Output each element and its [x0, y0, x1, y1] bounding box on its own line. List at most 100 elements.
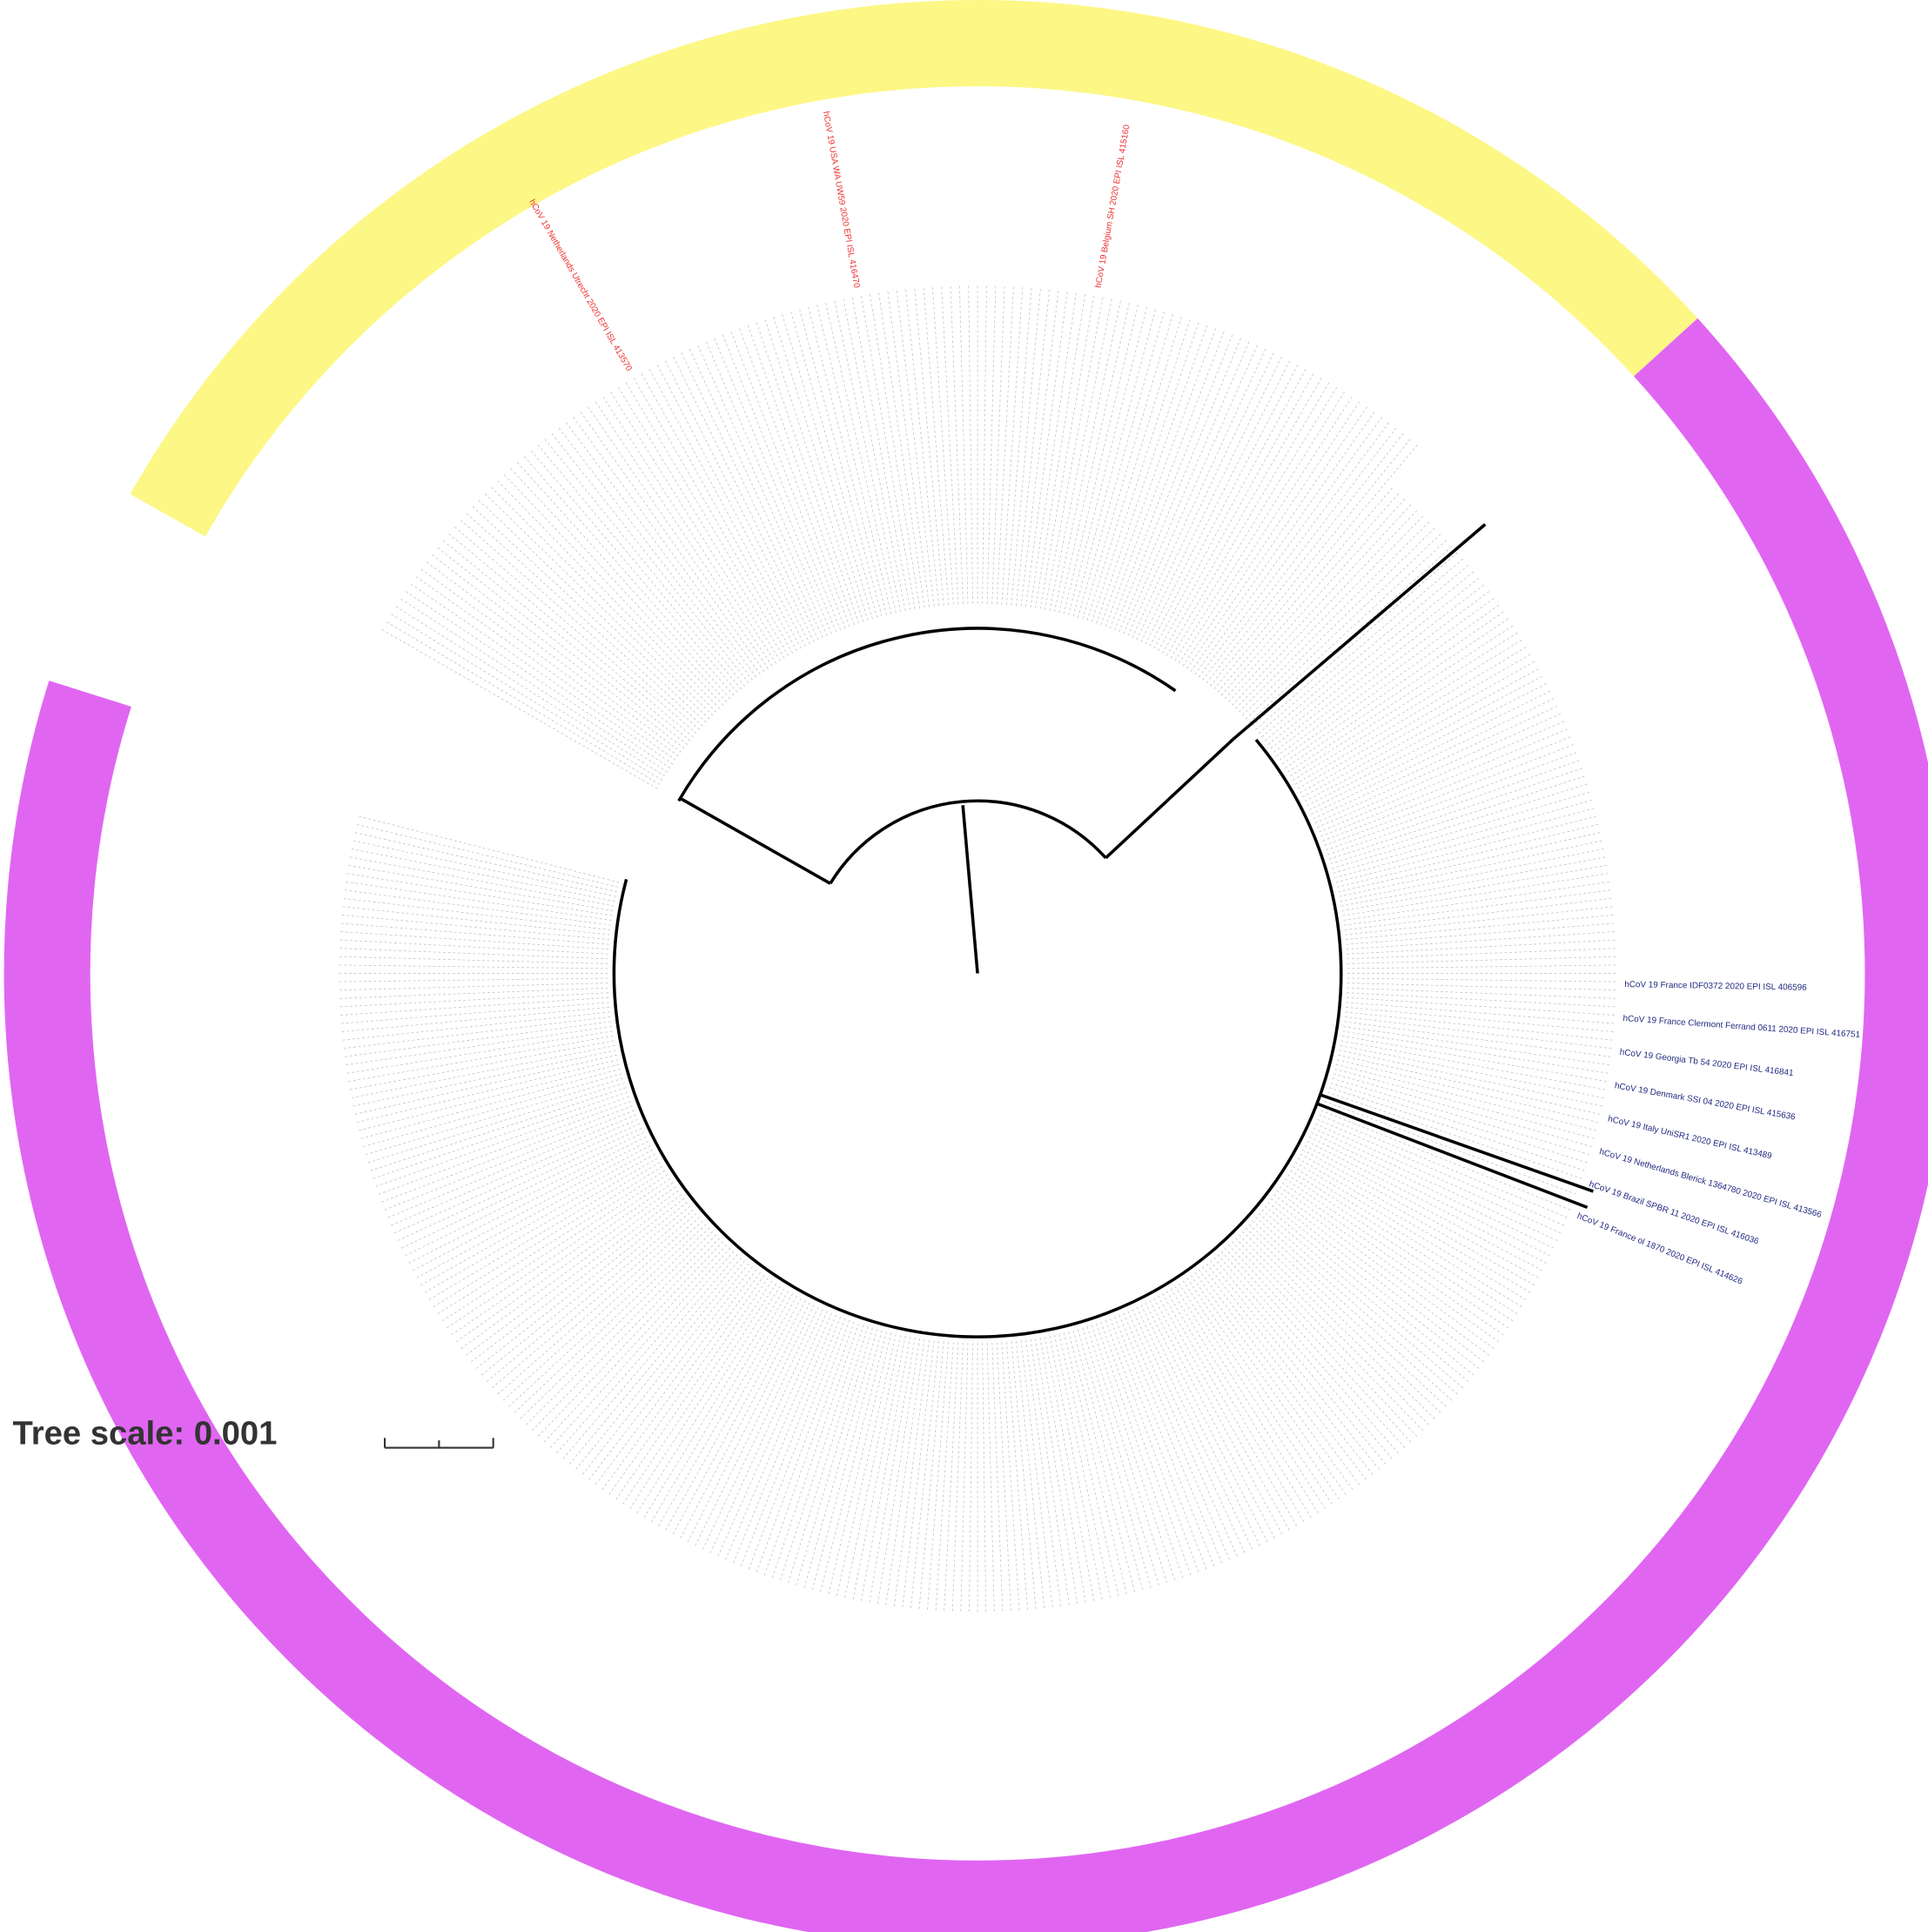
leaf-line	[1105, 1319, 1200, 1575]
leaf-line	[1345, 1011, 1616, 1041]
leaf-line	[914, 285, 944, 606]
leaf-line	[1086, 1326, 1168, 1586]
leaf-line	[1330, 1083, 1590, 1164]
leaf-line	[440, 539, 691, 741]
leaf-line	[594, 1269, 757, 1487]
leaf-line	[1276, 596, 1496, 757]
leaf-line	[489, 485, 716, 713]
leaf-line	[388, 1118, 638, 1227]
leaf-line	[1100, 1321, 1192, 1578]
leaf-line	[958, 283, 969, 604]
leaf-line	[1082, 1327, 1160, 1588]
leaf-line	[1344, 889, 1614, 926]
leaf-line	[1011, 285, 1041, 606]
leaf-line	[991, 1342, 1004, 1614]
leaf-line	[1342, 1030, 1611, 1075]
leaf-line	[869, 292, 920, 609]
leaf-line	[1001, 285, 1024, 605]
leaf-line	[463, 1194, 682, 1358]
leaf-line	[518, 1231, 714, 1421]
leaf-line	[1114, 1316, 1216, 1569]
leaf-line	[429, 553, 685, 749]
leaf-line	[1194, 414, 1384, 675]
leaf-line	[1225, 1247, 1407, 1450]
leaf-line	[522, 454, 735, 696]
leaf-line	[507, 1224, 707, 1409]
leaf-line	[1327, 767, 1585, 855]
leaf-line	[1304, 1144, 1545, 1272]
leaf-line	[1245, 532, 1443, 720]
leaf-line	[474, 1202, 688, 1371]
leaf-line	[923, 285, 950, 606]
leaf-line	[1186, 1278, 1341, 1502]
leaf-line	[347, 1040, 615, 1091]
leaf-line	[1198, 420, 1391, 678]
leaf-line	[982, 1343, 987, 1614]
leaf-line	[713, 335, 836, 633]
branch	[677, 627, 1177, 802]
leaf-line	[680, 350, 819, 641]
leaf-line	[346, 1036, 614, 1083]
leaf-line	[339, 922, 609, 945]
leaf-line	[616, 385, 785, 659]
leaf-line	[350, 840, 616, 897]
leaf-line	[1020, 288, 1059, 607]
leaf-line	[528, 448, 738, 693]
leaf-line	[1132, 1309, 1246, 1556]
leaf-line	[1300, 660, 1537, 794]
leaf-line	[747, 322, 855, 626]
leaf-line	[787, 1326, 869, 1586]
leaf-line	[1242, 526, 1437, 716]
leaf-line	[824, 300, 897, 614]
leaf-line	[1202, 426, 1399, 681]
tree-scale-label: Tree scale: 0.001	[12, 1414, 277, 1452]
leaf-line	[1179, 1283, 1327, 1512]
leaf-line	[918, 1341, 944, 1612]
leaf-line	[678, 1300, 806, 1541]
leaf-line	[1341, 1036, 1609, 1083]
leaf-line	[1294, 645, 1528, 785]
leaf-line	[1279, 1186, 1501, 1344]
leaf-label: hCoV 19 Netherlands Blerick 1364780 2020…	[1598, 1147, 1823, 1220]
leaf-line	[1328, 1087, 1588, 1172]
leaf-line	[1206, 1263, 1375, 1477]
leaf-line	[380, 627, 658, 789]
leaf-line	[1255, 1217, 1460, 1397]
clade-ring-magenta	[3, 318, 1928, 1932]
leaf-line	[338, 996, 609, 1016]
leaf-line	[568, 1257, 742, 1466]
leaf-line	[1290, 1170, 1520, 1316]
leaf-line	[554, 1251, 735, 1456]
leaf-line	[795, 1327, 873, 1588]
leaf-line	[484, 1209, 694, 1384]
leaf-line	[607, 1275, 765, 1497]
leaf-line	[1319, 728, 1570, 833]
leaf-line	[1294, 1162, 1528, 1302]
leaf-line	[1123, 339, 1251, 634]
leaf-line	[1235, 513, 1426, 709]
leaf-line	[1058, 300, 1131, 614]
leaf-line	[1313, 1127, 1560, 1243]
leaf-line	[370, 1091, 628, 1180]
leaf-line	[1025, 289, 1068, 607]
leaf-line	[352, 831, 617, 893]
leaf-line	[1105, 325, 1217, 627]
leaf-line	[1190, 409, 1376, 672]
leaf-line	[1279, 603, 1501, 761]
leaf-line	[410, 1144, 651, 1272]
leaf-line	[1344, 1016, 1615, 1050]
leaf-line	[1058, 1333, 1119, 1599]
leaf-line	[470, 505, 707, 723]
leaf-line	[1158, 371, 1315, 652]
leaf-line	[1242, 1231, 1437, 1421]
leaf-label: hCoV 19 France Clermont Ferrand 0611 202…	[1622, 1014, 1861, 1040]
leaf-line	[1281, 610, 1507, 765]
leaf-line	[1307, 1141, 1549, 1265]
leaf-line	[724, 1312, 832, 1563]
leaf-line	[779, 1325, 864, 1583]
leaf-line	[843, 296, 906, 611]
leaf-line	[1340, 855, 1609, 907]
leaf-line	[1109, 329, 1226, 629]
leaf-line	[337, 987, 608, 999]
